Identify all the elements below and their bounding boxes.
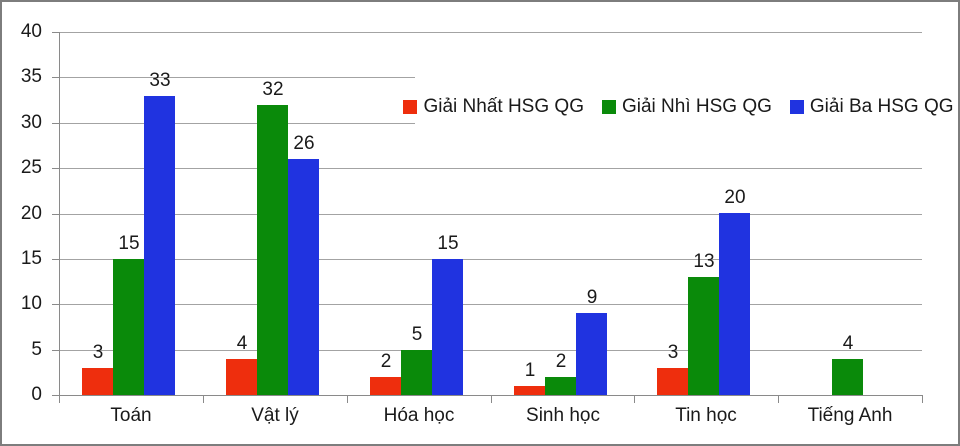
x-axis-tick: [59, 396, 60, 403]
bar: [688, 277, 719, 395]
bar: [370, 377, 401, 395]
legend-item-3: Giải Ba HSG QG: [789, 96, 954, 118]
y-axis-tick: [52, 123, 59, 124]
bar: [576, 313, 607, 395]
bar: [719, 213, 750, 395]
x-axis-tick: [203, 396, 204, 403]
bar-value-label: 4: [236, 333, 248, 354]
bar-value-label: 33: [149, 70, 171, 91]
bar-value-label: 15: [118, 233, 140, 254]
gridline: [59, 168, 922, 169]
y-axis-tick: [52, 395, 59, 396]
y-axis-tick: [52, 304, 59, 305]
legend-item-1: Giải Nhất HSG QG: [403, 96, 584, 118]
bar-value-label: 13: [693, 251, 715, 272]
bar-value-label: 15: [437, 233, 459, 254]
x-axis-category-label: Toán: [110, 405, 152, 426]
bar: [113, 259, 144, 395]
legend-label: Giải Nhất HSG QG: [423, 96, 584, 117]
bar: [82, 368, 113, 395]
gridline: [59, 259, 922, 260]
y-axis-tick: [52, 32, 59, 33]
legend-label: Giải Nhì HSG QG: [621, 96, 772, 117]
y-axis-line: [59, 32, 60, 396]
y-axis-tick: [52, 350, 59, 351]
bar-value-label: 3: [667, 342, 679, 363]
x-axis-category-label: Hóa học: [383, 405, 455, 426]
y-axis-tick: [52, 77, 59, 78]
y-axis-tick-label: 15: [20, 248, 42, 269]
bar: [257, 105, 288, 395]
y-axis-tick-label: 30: [20, 112, 42, 133]
bar: [288, 159, 319, 395]
bar-value-label: 32: [262, 79, 284, 100]
legend-swatch-icon: [601, 100, 616, 114]
y-axis-tick-label: 5: [31, 339, 42, 360]
x-axis-tick: [491, 396, 492, 403]
x-axis-category-label: Vật lý: [251, 405, 299, 426]
bar: [401, 350, 432, 395]
y-axis-tick-label: 35: [20, 66, 42, 87]
y-axis-tick-label: 10: [20, 293, 42, 314]
y-axis-tick: [52, 259, 59, 260]
bar: [432, 259, 463, 395]
y-axis-tick: [52, 214, 59, 215]
y-axis-tick-label: 25: [20, 157, 42, 178]
x-axis-tick: [347, 396, 348, 403]
gridline: [59, 350, 922, 351]
x-axis-category-label: Sinh học: [526, 405, 600, 426]
gridline: [59, 32, 922, 33]
bar: [144, 96, 175, 395]
bar-value-label: 9: [586, 287, 598, 308]
y-axis-tick-label: 0: [31, 384, 42, 405]
x-axis-tick: [778, 396, 779, 403]
bar: [832, 359, 863, 395]
legend: Giải Nhất HSG QG Giải Nhì HSG QG Giải Ba H…: [403, 74, 954, 140]
bar-value-label: 2: [555, 351, 567, 372]
y-axis-tick-label: 20: [20, 203, 42, 224]
bar: [514, 386, 545, 395]
x-axis-tick: [634, 396, 635, 403]
y-axis-tick: [52, 168, 59, 169]
bar-value-label: 3: [92, 342, 104, 363]
bar: [657, 368, 688, 395]
y-axis-tick-label: 40: [20, 21, 42, 42]
bar-value-label: 4: [842, 333, 854, 354]
bar-value-label: 2: [380, 351, 392, 372]
x-axis-tick: [922, 396, 923, 403]
bar-value-label: 20: [724, 187, 746, 208]
x-axis-category-label: Tiếng Anh: [807, 405, 893, 426]
gridline: [59, 214, 922, 215]
bar: [226, 359, 257, 395]
gridline: [59, 304, 922, 305]
bar-value-label: 1: [524, 360, 536, 381]
x-axis-category-label: Tin học: [675, 405, 737, 426]
bar-value-label: 5: [411, 324, 423, 345]
bar: [545, 377, 576, 395]
legend-swatch-icon: [789, 100, 804, 114]
bar-value-label: 26: [293, 133, 315, 154]
legend-label: Giải Ba HSG QG: [809, 96, 954, 117]
legend-swatch-icon: [403, 100, 418, 114]
x-axis-line: [59, 395, 923, 396]
legend-item-2: Giải Nhì HSG QG: [601, 96, 772, 118]
